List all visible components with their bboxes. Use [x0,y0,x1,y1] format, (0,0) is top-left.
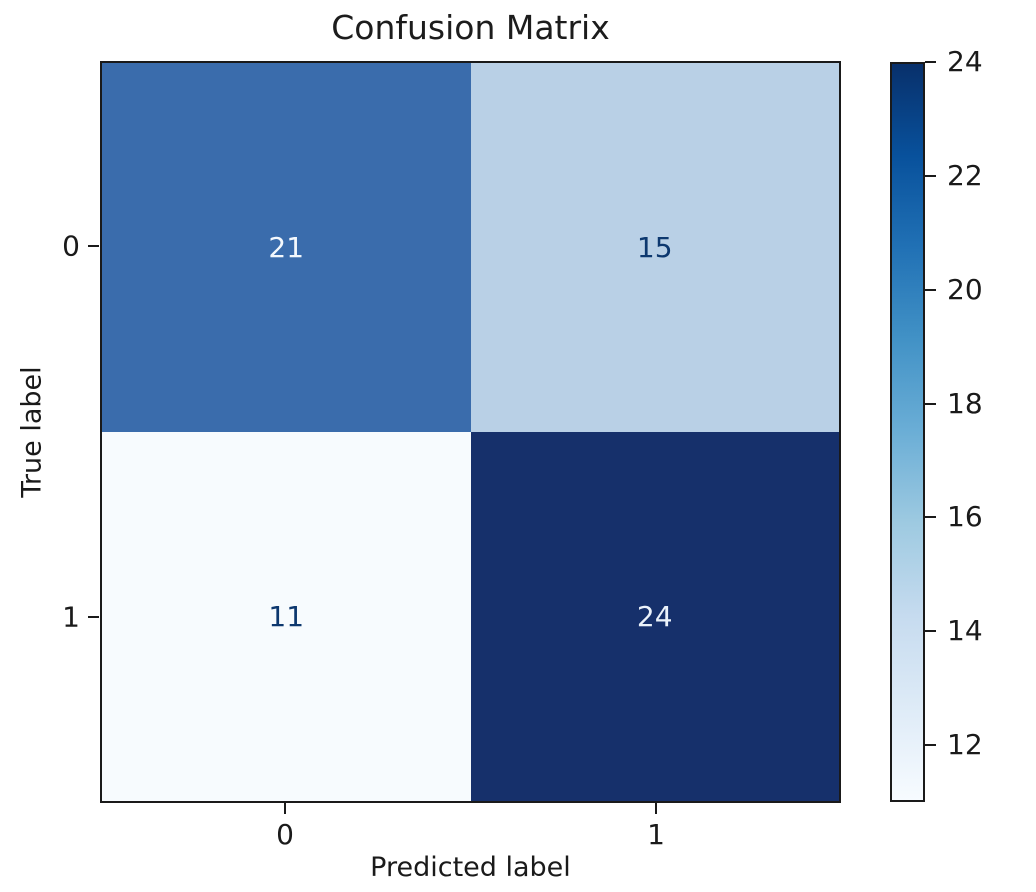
x-tick-label-1: 1 [647,818,665,851]
colorbar-tick-label: 14 [947,614,983,648]
y-axis-label: True label [16,366,48,498]
colorbar-tick-label: 16 [947,500,983,534]
x-axis-label: Predicted label [370,852,571,883]
colorbar-tick-label: 18 [947,386,983,420]
x-tick-label-0: 0 [276,818,294,851]
colorbar-tick-mark [925,61,936,63]
colorbar-tick-mark [925,174,936,177]
x-tick-mark-0 [284,803,286,814]
matrix-cell-1-0: 11 [102,432,471,801]
colorbar-tick-mark [925,402,936,405]
matrix-cell-0-1: 15 [470,63,839,432]
x-tick-mark-1 [655,803,657,814]
colorbar-tick-mark [925,516,936,519]
colorbar-ticks: 24 22 20 18 16 14 12 [925,48,1025,802]
colorbar-tick-label: 12 [947,728,983,762]
colorbar-tick-mark [925,744,936,747]
colorbar-gradient [890,62,925,802]
matrix-cell-1-1: 24 [470,432,839,801]
chart-title: Confusion Matrix [331,8,610,47]
y-tick-label-0: 0 [62,229,80,263]
heatmap-plot-area: 21 15 11 24 [100,61,841,803]
colorbar-tick-label: 22 [947,158,983,192]
colorbar-tick-mark [925,630,936,633]
y-tick-mark-0 [88,245,99,247]
y-tick-mark-1 [88,616,99,618]
y-tick-label-1: 1 [62,600,80,634]
matrix-cell-0-0: 21 [102,63,471,432]
colorbar-tick-mark [925,288,936,291]
colorbar-tick-label: 24 [947,45,983,78]
colorbar-tick-label: 20 [947,272,983,306]
